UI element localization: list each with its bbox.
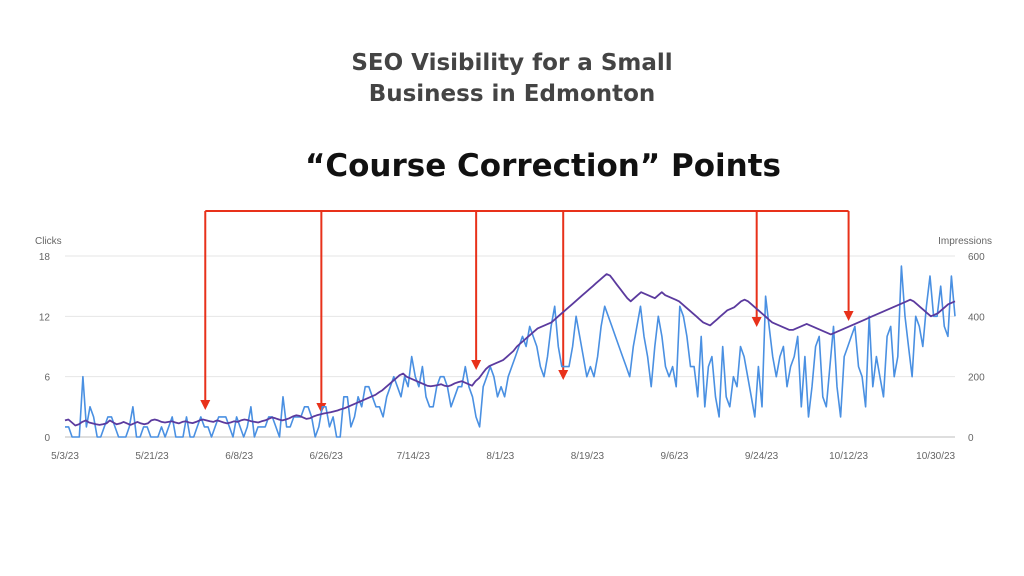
y-left-tick-label: 6 — [44, 373, 50, 384]
annotation-arrowhead — [471, 360, 482, 370]
y-left-tick-label: 12 — [39, 312, 51, 323]
axes: 0 6 12 18 0 200 400 600 Clicks Impressions 5/3/23 5… — [35, 236, 992, 462]
chart-title: SEO Visibility for a Small Business in E… — [0, 48, 1024, 110]
x-tick-label: 6/26/23 — [310, 451, 344, 462]
x-tick-label: 9/6/23 — [661, 451, 689, 462]
x-tick-label: 5/3/23 — [51, 451, 79, 462]
chart-title-line2: Business in Edmonton — [368, 81, 656, 107]
y-right-tick-label: 200 — [968, 373, 985, 384]
annotation-arrowhead — [200, 400, 211, 410]
y-left-axis-label: Clicks — [35, 236, 62, 247]
series-line-impressions — [64, 273, 956, 427]
annotation-arrowhead — [751, 317, 762, 327]
chart-title-line1: SEO Visibility for a Small — [351, 50, 673, 76]
course-correction-annotations — [200, 210, 854, 413]
y-right-tick-label: 400 — [968, 312, 985, 323]
annotation-arrowhead — [558, 370, 569, 380]
x-tick-label: 7/14/23 — [397, 451, 431, 462]
x-tick-label: 5/21/23 — [135, 451, 169, 462]
x-tick-label: 8/1/23 — [486, 451, 514, 462]
x-tick-label: 8/19/23 — [571, 451, 605, 462]
annotation-arrowhead — [843, 311, 854, 321]
x-tick-label: 9/24/23 — [745, 451, 779, 462]
series-line-clicks — [65, 265, 956, 438]
y-right-axis-label: Impressions — [938, 236, 992, 247]
x-tick-label: 10/30/23 — [916, 451, 955, 462]
x-tick-label: 10/12/23 — [829, 451, 868, 462]
y-left-tick-label: 0 — [44, 433, 50, 444]
y-right-tick-label: 0 — [968, 433, 974, 444]
x-tick-label: 6/8/23 — [225, 451, 253, 462]
gridlines — [65, 255, 955, 438]
series-lines — [64, 265, 956, 438]
chart-subtitle: “Course Correction” Points — [304, 148, 782, 184]
y-right-tick-label: 600 — [968, 252, 985, 263]
y-left-tick-label: 18 — [39, 252, 51, 263]
